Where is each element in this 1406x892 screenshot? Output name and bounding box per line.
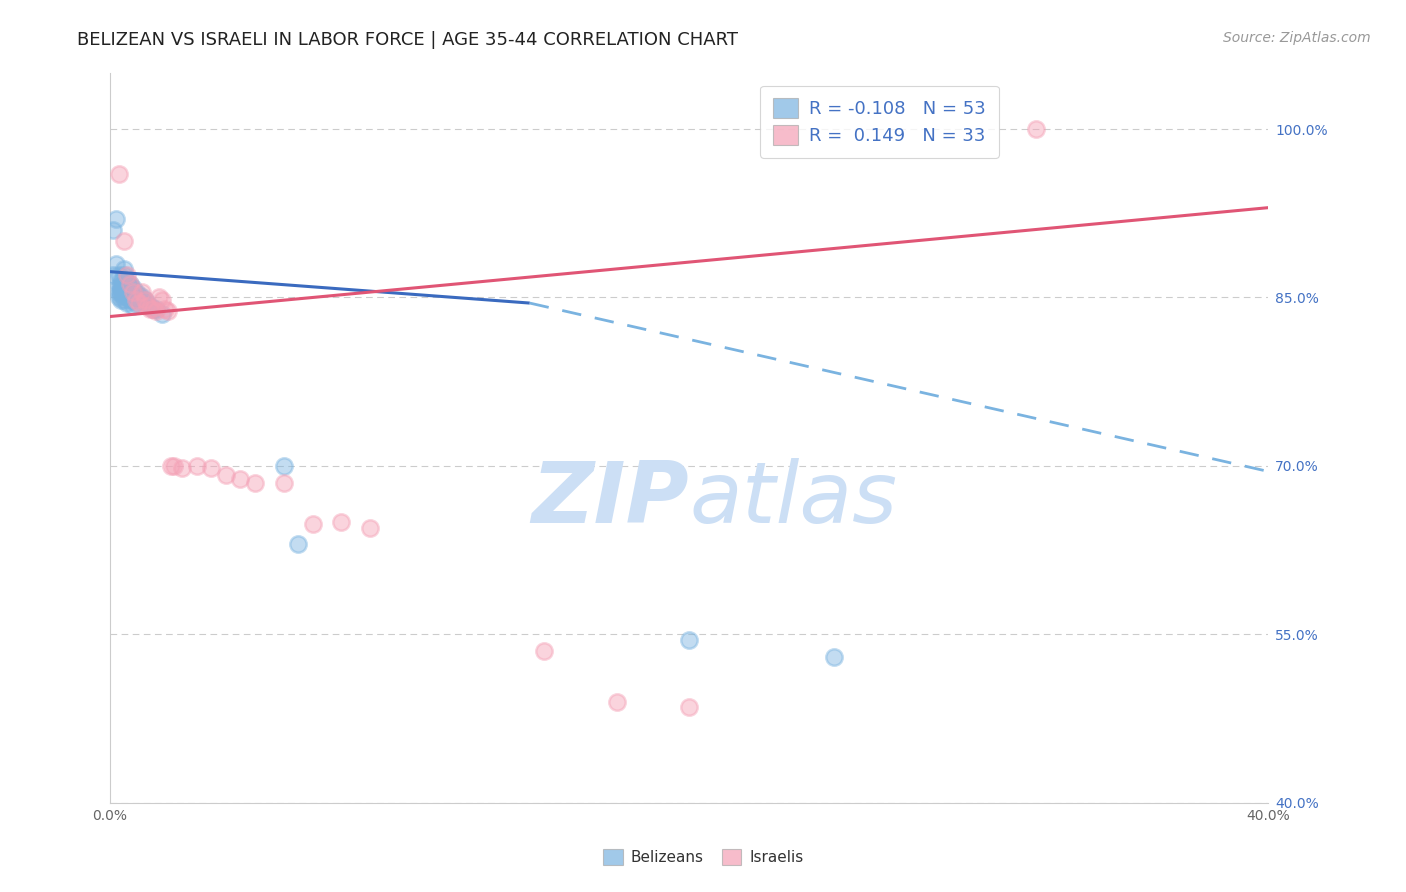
Point [131, 285, 153, 299]
Point [301, 517, 323, 532]
Point [120, 277, 142, 291]
Point [131, 290, 153, 304]
Point [107, 268, 129, 282]
Point [104, 257, 127, 271]
Point [115, 290, 138, 304]
Point [142, 301, 165, 316]
Text: atlas: atlas [689, 458, 897, 541]
Point [215, 467, 238, 482]
Point [162, 458, 184, 473]
Point [142, 301, 165, 316]
Point [122, 293, 145, 307]
Point [101, 223, 124, 237]
Point [110, 279, 132, 293]
Point [125, 290, 148, 304]
Point [115, 281, 138, 295]
Point [120, 277, 142, 291]
Point [110, 285, 132, 299]
Point [110, 293, 132, 307]
Point [186, 458, 208, 473]
Point [122, 288, 145, 302]
Point [120, 288, 142, 302]
Point [273, 458, 295, 473]
Point [150, 293, 173, 307]
Point [359, 520, 381, 534]
Point [139, 301, 162, 316]
Text: Source: ZipAtlas.com: Source: ZipAtlas.com [1223, 31, 1371, 45]
Point [273, 475, 295, 490]
Point [112, 268, 135, 282]
Point [128, 293, 150, 307]
Point [128, 288, 150, 302]
Point [229, 472, 252, 486]
Point [107, 290, 129, 304]
Point [115, 296, 138, 310]
Point [125, 296, 148, 310]
Point [139, 300, 162, 314]
Point [120, 285, 142, 299]
Point [287, 537, 309, 551]
Point [172, 461, 194, 475]
Point [136, 296, 159, 310]
Point [112, 285, 135, 299]
Point [153, 301, 176, 316]
Point [122, 285, 145, 299]
Point [112, 293, 135, 307]
Point [110, 274, 132, 288]
Point [330, 515, 353, 529]
Point [145, 304, 167, 318]
Point [107, 279, 129, 293]
Point [150, 307, 173, 321]
Point [128, 296, 150, 310]
Point [112, 262, 135, 277]
Text: ZIP: ZIP [531, 458, 689, 541]
Point [145, 301, 167, 316]
Point [148, 290, 170, 304]
Point [125, 285, 148, 299]
Point [243, 475, 266, 490]
Point [678, 700, 700, 714]
Point [112, 235, 135, 249]
Point [101, 268, 124, 282]
Point [136, 300, 159, 314]
Point [112, 277, 135, 291]
Point [122, 281, 145, 295]
Point [678, 632, 700, 647]
Point [110, 281, 132, 295]
Point [823, 649, 845, 664]
Point [122, 285, 145, 299]
Point [134, 293, 156, 307]
Point [122, 300, 145, 314]
Point [533, 644, 555, 658]
Point [200, 461, 222, 475]
Point [159, 458, 181, 473]
Point [120, 293, 142, 307]
Point [104, 211, 127, 226]
Point [115, 277, 138, 291]
Point [125, 293, 148, 307]
Point [120, 279, 142, 293]
Point [156, 304, 179, 318]
Point [120, 281, 142, 295]
Point [1025, 122, 1047, 136]
Point [115, 274, 138, 288]
Point [110, 288, 132, 302]
Point [115, 268, 138, 282]
Point [115, 285, 138, 299]
Point [606, 694, 628, 708]
Point [107, 167, 129, 181]
Point [107, 285, 129, 299]
Point [112, 281, 135, 295]
Point [134, 293, 156, 307]
Legend: R = -0.108   N = 53, R =  0.149   N = 33: R = -0.108 N = 53, R = 0.149 N = 33 [761, 86, 998, 158]
Text: BELIZEAN VS ISRAELI IN LABOR FORCE | AGE 35-44 CORRELATION CHART: BELIZEAN VS ISRAELI IN LABOR FORCE | AGE… [77, 31, 738, 49]
Legend: Belizeans, Israelis: Belizeans, Israelis [596, 843, 810, 871]
